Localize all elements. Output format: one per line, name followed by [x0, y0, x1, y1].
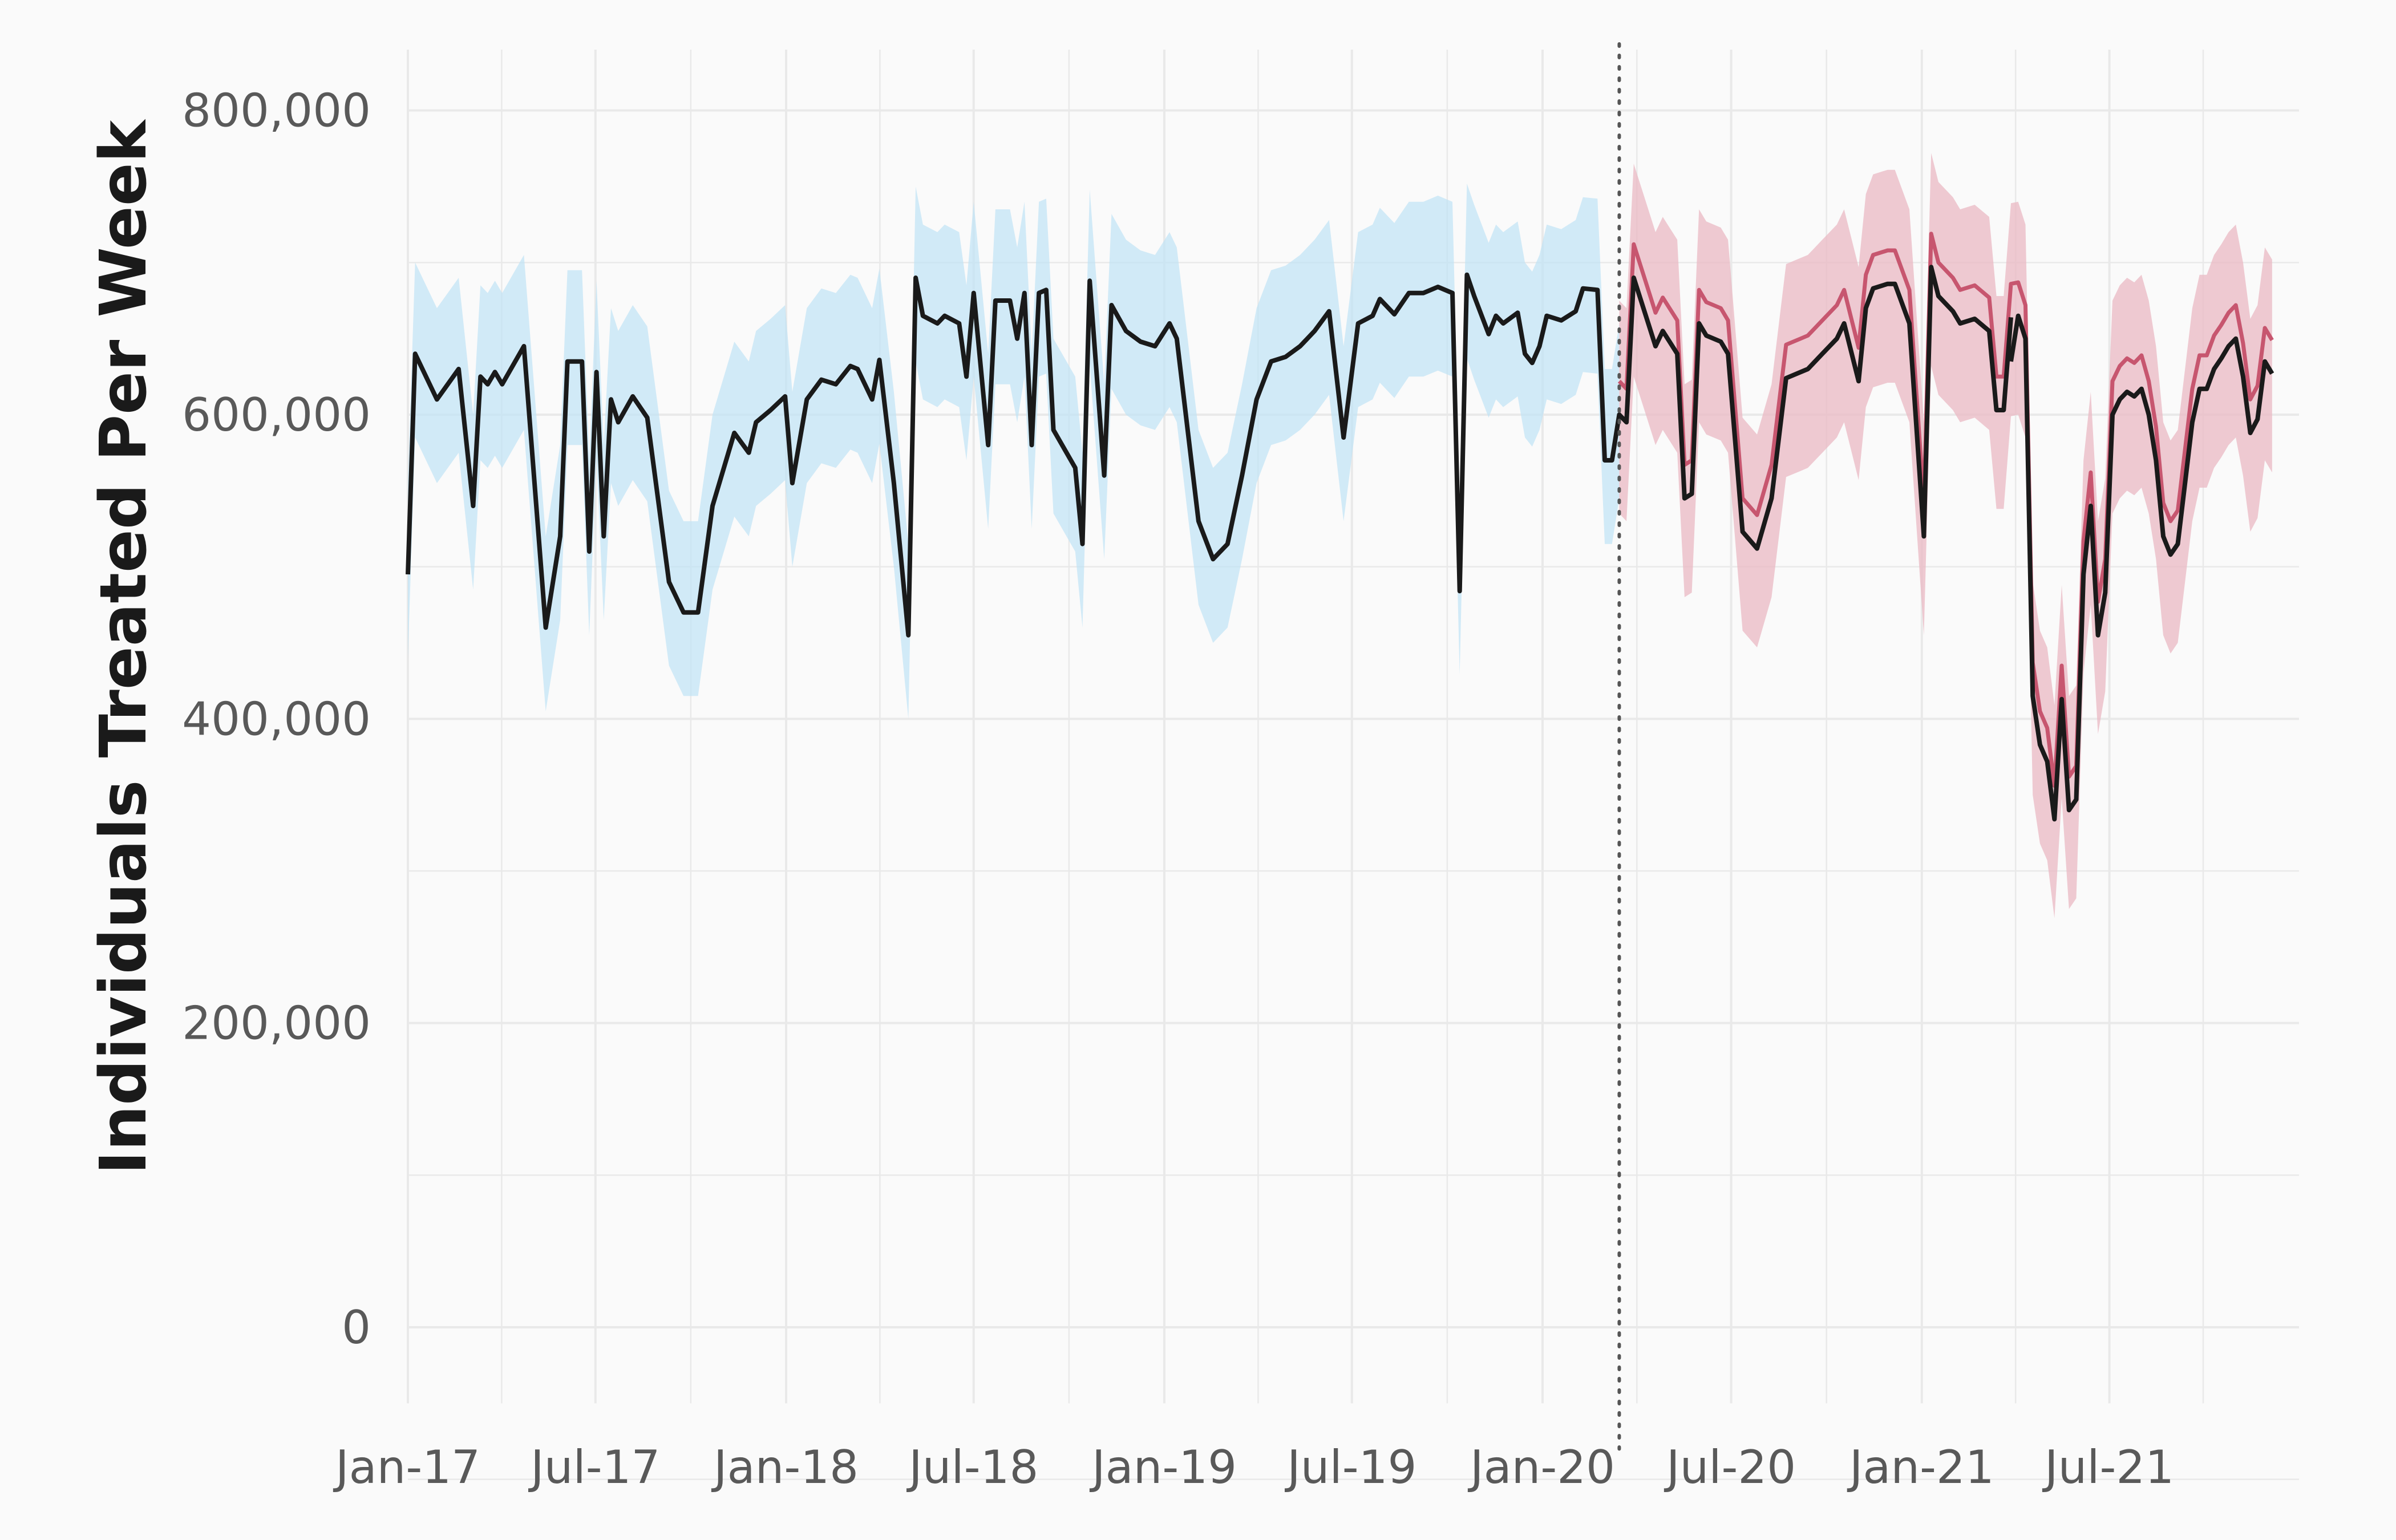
forecast-confidence-band — [1619, 153, 2272, 918]
x-tick-label: Jan-17 — [333, 1441, 480, 1494]
observed-line-segment-1 — [406, 265, 2013, 638]
fitted-confidence-band — [408, 183, 1620, 719]
forecast-line — [1617, 232, 2274, 788]
y-axis-title: Individuals Treated Per Week — [87, 119, 161, 1174]
x-tick-label: Jan-21 — [1847, 1441, 1994, 1494]
x-tick-label: Jul-19 — [1284, 1441, 1416, 1494]
x-tick-label: Jul-18 — [906, 1441, 1038, 1494]
x-tick-label: Jul-17 — [528, 1441, 660, 1494]
series-lines — [406, 232, 2274, 822]
y-axis-tick-labels: 0 200,000 400,000 600,000 800,000 — [182, 84, 371, 1354]
x-axis-tick-labels: Jan-17 Jul-17 Jan-18 Jul-18 Jan-19 Jul-19 Jan-… — [333, 1441, 2174, 1494]
x-tick-label: Jan-19 — [1089, 1441, 1237, 1494]
y-tick-label: 200,000 — [182, 997, 371, 1050]
y-tick-label: 0 — [342, 1301, 371, 1354]
x-tick-label: Jul-20 — [1664, 1441, 1796, 1494]
x-tick-label: Jan-18 — [711, 1441, 859, 1494]
y-tick-label: 800,000 — [182, 84, 371, 137]
confidence-bands — [408, 153, 2272, 918]
observed-line-segment-2 — [2009, 313, 2274, 822]
y-tick-label: 400,000 — [182, 692, 371, 745]
y-tick-label: 600,000 — [182, 388, 371, 441]
x-tick-label: Jul-21 — [2042, 1441, 2174, 1494]
x-tick-label: Jan-20 — [1467, 1441, 1615, 1494]
